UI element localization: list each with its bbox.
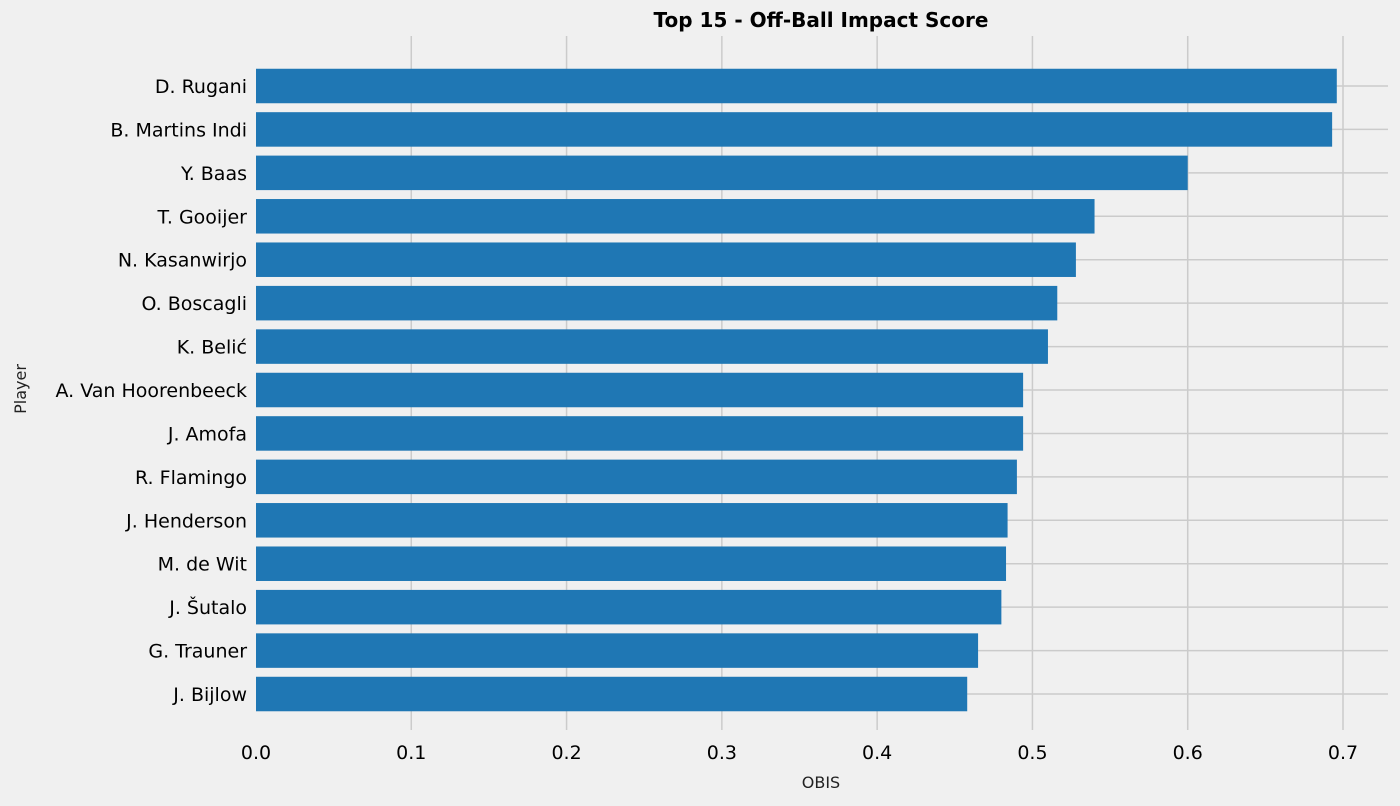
category-label: Y. Baas: [180, 163, 247, 185]
category-label: G. Trauner: [148, 641, 247, 663]
category-label: T. Gooijer: [157, 206, 248, 228]
x-axis-label: OBIS: [802, 773, 840, 792]
category-label: M. de Wit: [158, 554, 247, 576]
category-label: K. Belić: [177, 337, 247, 359]
bar: [256, 459, 1017, 495]
bar: [256, 546, 1007, 581]
category-label: R. Flamingo: [135, 467, 247, 489]
x-tick-label: 0.2: [551, 742, 581, 764]
category-label: D. Rugani: [155, 76, 247, 98]
bar: [256, 112, 1333, 147]
category-label: J. Šutalo: [168, 595, 247, 619]
bar: [256, 372, 1024, 408]
bar: [256, 416, 1024, 451]
x-tick-label: 0.3: [707, 742, 737, 764]
category-label: N. Kasanwirjo: [118, 250, 247, 272]
bar: [256, 155, 1188, 191]
category-label: B. Martins Indi: [110, 119, 247, 141]
bars-layer: [256, 68, 1337, 712]
x-tick-label: 0.6: [1173, 742, 1203, 764]
x-tick-label: 0.0: [241, 742, 271, 764]
category-labels: D. Rugani B. Martins Indi Y. Baas T. Gooije…: [55, 76, 247, 706]
bar: [256, 329, 1048, 364]
x-tick-label: 0.5: [1017, 742, 1047, 764]
y-axis-label: Player: [11, 364, 30, 414]
category-label: J. Bijlow: [172, 684, 247, 706]
category-label: O. Boscagli: [141, 293, 247, 315]
bar: [256, 633, 979, 668]
category-label: J. Amofa: [167, 423, 247, 445]
bar: [256, 285, 1058, 321]
bar: [256, 676, 968, 712]
bar: [256, 242, 1076, 277]
category-label: J. Henderson: [125, 510, 247, 532]
bar: [256, 503, 1008, 538]
category-label: A. Van Hoorenbeeck: [55, 380, 247, 402]
x-tick-label: 0.4: [862, 742, 892, 764]
chart-title: Top 15 - Off-Ball Impact Score: [654, 8, 989, 32]
x-tick-labels: 0.0 0.1 0.2 0.3 0.4 0.5 0.6 0.7: [241, 742, 1358, 764]
bar: [256, 68, 1337, 104]
x-tick-label: 0.7: [1328, 742, 1358, 764]
bar: [256, 199, 1095, 234]
bar: [256, 589, 1002, 625]
x-tick-label: 0.1: [396, 742, 426, 764]
